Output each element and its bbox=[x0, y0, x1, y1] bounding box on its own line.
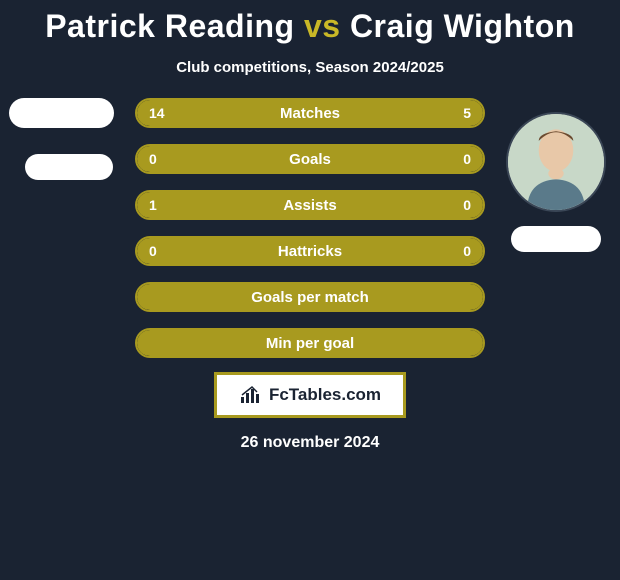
stat-bars: 145Matches 00Goals 10Assists 00Hattricks Goa… bbox=[135, 98, 485, 358]
stat-label: Min per goal bbox=[137, 335, 483, 352]
player1-club-pill-1 bbox=[9, 98, 114, 128]
chart-icon bbox=[239, 385, 263, 405]
stat-label: Assists bbox=[137, 197, 483, 214]
comparison-card: Patrick Reading vs Craig Wighton Club co… bbox=[0, 0, 620, 452]
stat-bar: 00Hattricks bbox=[135, 236, 485, 266]
stat-label: Hattricks bbox=[137, 243, 483, 260]
player2-name: Craig Wighton bbox=[350, 8, 575, 44]
stat-label: Goals bbox=[137, 151, 483, 168]
player2-club-pill bbox=[511, 226, 601, 252]
player2-column bbox=[496, 98, 616, 252]
stat-label: Matches bbox=[137, 105, 483, 122]
date-label: 26 november 2024 bbox=[0, 434, 620, 452]
player2-avatar bbox=[506, 112, 606, 212]
page-title: Patrick Reading vs Craig Wighton bbox=[0, 8, 620, 45]
stat-label: Goals per match bbox=[137, 289, 483, 306]
player1-column bbox=[4, 98, 124, 180]
stat-bar: Min per goal bbox=[135, 328, 485, 358]
brand-text: FcTables.com bbox=[269, 385, 381, 405]
stat-bar: 00Goals bbox=[135, 144, 485, 174]
vs-label: vs bbox=[304, 8, 341, 44]
stat-bar: 145Matches bbox=[135, 98, 485, 128]
brand-box: FcTables.com bbox=[214, 372, 406, 418]
comparison-area: 145Matches 00Goals 10Assists 00Hattricks Goa… bbox=[0, 98, 620, 358]
stat-bar: Goals per match bbox=[135, 282, 485, 312]
subtitle: Club competitions, Season 2024/2025 bbox=[0, 59, 620, 76]
stat-bar: 10Assists bbox=[135, 190, 485, 220]
player1-club-pill-2 bbox=[25, 154, 113, 180]
player1-name: Patrick Reading bbox=[45, 8, 294, 44]
person-icon bbox=[508, 114, 604, 210]
